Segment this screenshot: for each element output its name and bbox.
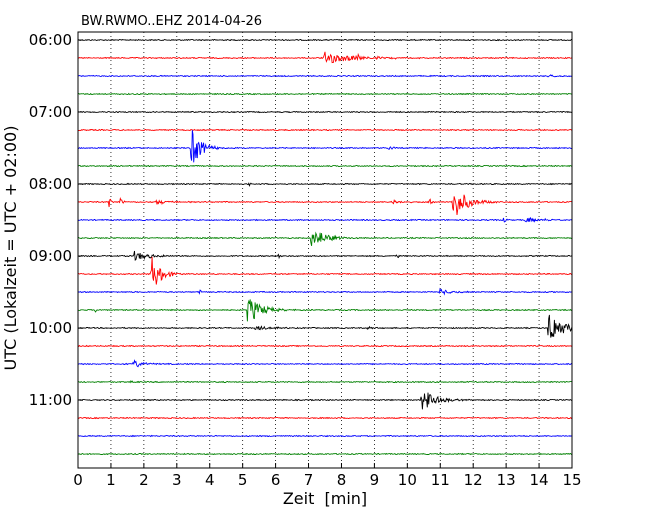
trace-line [77, 216, 573, 223]
y-tick-label: 07:00 [29, 103, 72, 121]
trace-line [77, 231, 572, 246]
trace-line [77, 287, 573, 296]
x-axis-label: Zeit [min] [283, 489, 367, 508]
trace-line [77, 110, 573, 114]
trace-line [77, 38, 572, 42]
y-tick-label: 11:00 [29, 391, 72, 409]
trace-line [77, 359, 573, 368]
trace-line [77, 130, 573, 163]
trace-line [77, 256, 573, 285]
trace-line [77, 392, 573, 410]
trace-line [78, 92, 573, 96]
x-tick-label: 15 [562, 471, 581, 489]
x-tick-label: 11 [431, 471, 450, 489]
trace-line [77, 74, 573, 78]
trace-line [77, 128, 573, 132]
trace-line [78, 51, 573, 64]
x-tick-label: 8 [337, 471, 347, 489]
x-axis-ticks: 0 1 2 3 4 5 6 7 8 9 10 11 12 13 14 15 [73, 463, 582, 489]
x-tick-label: 5 [238, 471, 248, 489]
trace-line [77, 299, 573, 322]
x-tick-label: 7 [304, 471, 314, 489]
trace-line [77, 182, 573, 188]
x-tick-label: 12 [464, 471, 483, 489]
y-tick-label: 06:00 [29, 31, 72, 49]
grid-lines [110, 32, 540, 468]
x-tick-label: 2 [139, 471, 149, 489]
chart-title: BW.RWMO..EHZ 2014-04-26 [81, 14, 262, 29]
x-tick-label: 1 [106, 471, 116, 489]
trace-group [77, 38, 573, 456]
y-axis-label: UTC (Lokalzeit = UTC + 02:00) [1, 126, 20, 371]
y-tick-label: 10:00 [29, 319, 72, 337]
y-axis-ticks: 06:00 07:00 08:00 09:00 10:00 11:00 [29, 31, 83, 409]
x-tick-label: 6 [271, 471, 281, 489]
x-tick-label: 14 [530, 471, 549, 489]
plot-frame [77, 31, 573, 469]
trace-line [77, 314, 573, 338]
y-tick-label: 08:00 [29, 175, 72, 193]
x-tick-label: 3 [172, 471, 182, 489]
trace-line [77, 379, 573, 384]
x-tick-label: 10 [398, 471, 417, 489]
x-tick-label: 13 [497, 471, 516, 489]
x-tick-label: 4 [205, 471, 215, 489]
trace-line [77, 344, 573, 348]
trace-line [77, 416, 573, 420]
trace-line [77, 452, 572, 456]
trace-line [77, 194, 573, 216]
trace-line [77, 164, 573, 168]
x-tick-label: 9 [370, 471, 380, 489]
trace-line [77, 434, 572, 438]
x-tick-label: 0 [73, 471, 83, 489]
y-tick-label: 09:00 [29, 247, 72, 265]
trace-line [77, 250, 572, 261]
